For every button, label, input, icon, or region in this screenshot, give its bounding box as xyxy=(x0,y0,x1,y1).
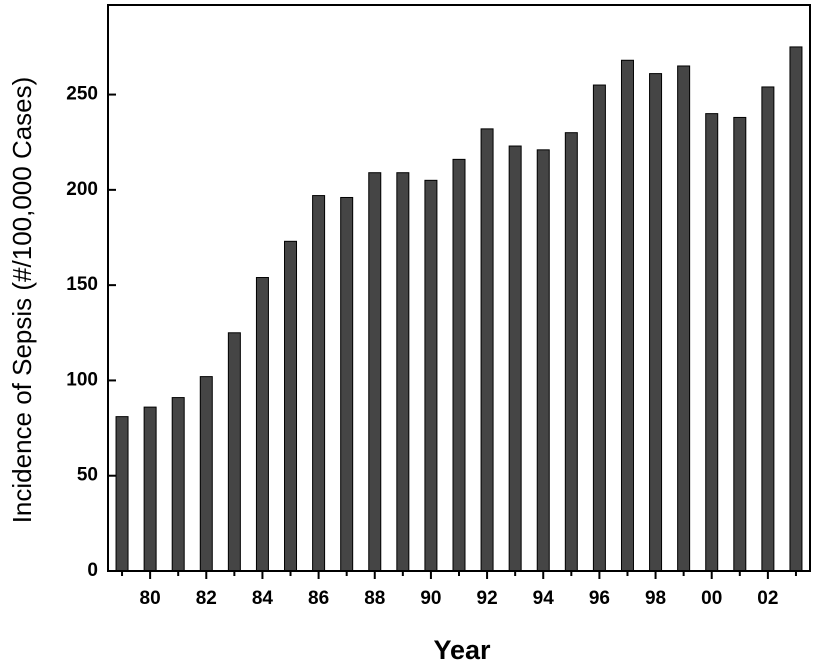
bar xyxy=(115,416,129,572)
bar xyxy=(143,406,157,572)
bar xyxy=(705,113,719,572)
bar xyxy=(284,240,298,572)
bar xyxy=(592,84,606,572)
y-tick-label: 50 xyxy=(77,465,98,486)
x-tick-label: 88 xyxy=(364,588,385,609)
bar xyxy=(368,172,382,572)
y-tick-label: 0 xyxy=(87,560,98,581)
x-tick-label: 84 xyxy=(252,588,274,609)
y-axis-label: Incidence of Sepsis (#/100,000 Cases) xyxy=(7,77,37,524)
bar xyxy=(677,65,691,572)
bar xyxy=(255,277,269,572)
x-tick-label: 02 xyxy=(757,588,778,609)
x-tick-label: 96 xyxy=(589,588,610,609)
y-tick-label: 200 xyxy=(66,179,98,200)
x-tick-label: 00 xyxy=(701,588,722,609)
bar xyxy=(171,397,185,572)
y-tick-label: 100 xyxy=(66,369,98,390)
bar xyxy=(536,149,550,572)
bar xyxy=(424,179,438,572)
x-tick-label: 92 xyxy=(477,588,498,609)
bar xyxy=(620,59,634,572)
bar xyxy=(789,46,803,572)
x-tick-label: 80 xyxy=(140,588,161,609)
bar xyxy=(733,116,747,572)
bar xyxy=(480,128,494,572)
y-tick-label: 150 xyxy=(66,274,98,295)
bar xyxy=(452,158,466,572)
x-tick-label: 98 xyxy=(645,588,666,609)
bar xyxy=(340,196,354,572)
bar xyxy=(508,145,522,572)
x-tick-label: 90 xyxy=(420,588,441,609)
bar xyxy=(227,332,241,572)
x-tick-label: 86 xyxy=(308,588,329,609)
bar xyxy=(396,172,410,572)
bar xyxy=(761,86,775,572)
x-tick-label: 94 xyxy=(533,588,555,609)
bar xyxy=(312,195,326,572)
bar xyxy=(649,73,663,572)
x-axis-label: Year xyxy=(433,635,491,665)
plot-frame xyxy=(107,4,811,572)
y-tick-label: 250 xyxy=(66,84,98,105)
x-tick-label: 82 xyxy=(196,588,217,609)
bar xyxy=(199,376,213,572)
bar xyxy=(564,132,578,572)
